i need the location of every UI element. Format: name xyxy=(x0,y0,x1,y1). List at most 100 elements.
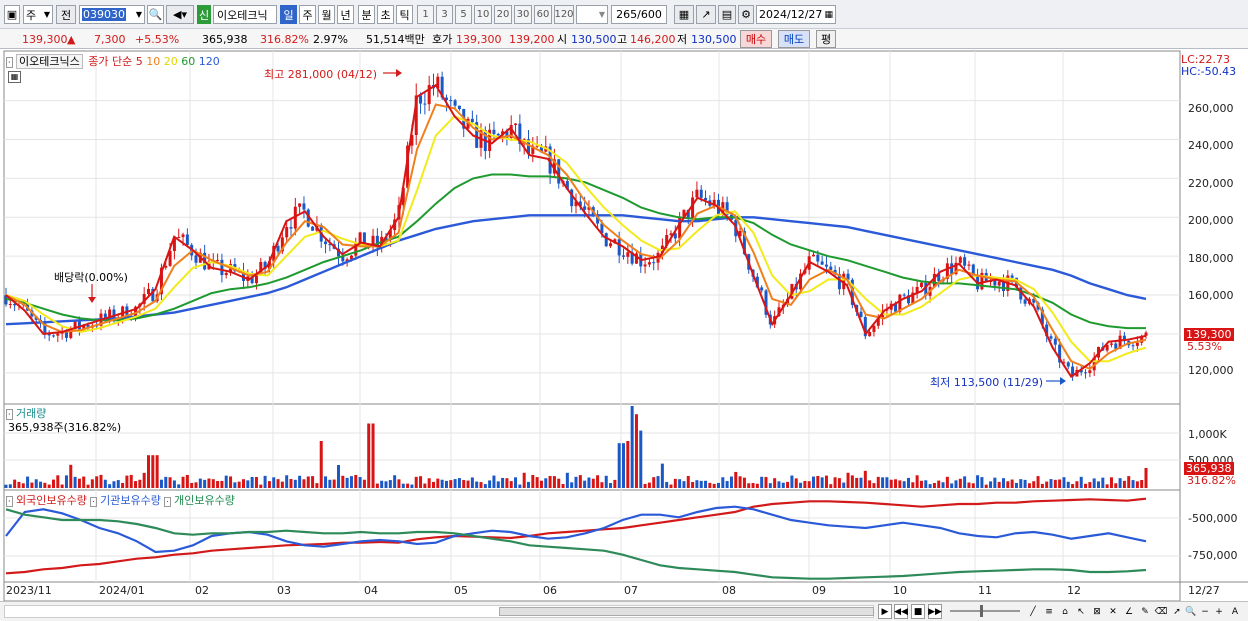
interval-1-button[interactable]: 1 xyxy=(417,5,434,24)
zoom-slider[interactable] xyxy=(950,605,1020,617)
volume-bar xyxy=(233,482,237,488)
volume-bar xyxy=(384,481,388,488)
candle-body xyxy=(583,206,587,210)
minus-icon[interactable]: · xyxy=(6,496,13,507)
data-count-field[interactable]: 265/600 xyxy=(611,5,667,24)
volume-bar xyxy=(1071,484,1075,488)
volume-bar xyxy=(518,484,522,488)
period-second-button[interactable]: 초 xyxy=(377,5,394,24)
zoom-out-icon[interactable]: − xyxy=(1201,606,1209,617)
volume-bar xyxy=(1131,480,1135,488)
volume-bar xyxy=(254,477,258,488)
period-minute-button[interactable]: 분 xyxy=(358,5,375,24)
holdings-y-tick: -500,000 xyxy=(1188,512,1238,525)
market-type-select[interactable]: 주 ▼ xyxy=(23,5,53,24)
interval-120-button[interactable]: 120 xyxy=(554,5,574,24)
data-count-max: /600 xyxy=(637,8,662,21)
rewind-icon[interactable]: ◀◀ xyxy=(894,604,908,619)
volume-bar xyxy=(216,481,220,488)
candle-body xyxy=(1019,287,1023,300)
interval-5-button[interactable]: 5 xyxy=(455,5,472,24)
indicator-icon[interactable]: ▦ xyxy=(674,5,694,24)
candle-body xyxy=(686,209,690,219)
candle-body xyxy=(224,272,228,276)
volume-bar xyxy=(427,478,431,488)
angle-icon[interactable]: ∠ xyxy=(1124,606,1134,617)
period-tick-button[interactable]: 틱 xyxy=(396,5,413,24)
interval-3-button[interactable]: 3 xyxy=(436,5,453,24)
cross-icon[interactable]: ✕ xyxy=(1109,606,1117,617)
ma5-line xyxy=(5,83,1147,379)
period-month-button[interactable]: 월 xyxy=(318,5,335,24)
zoom-icon[interactable]: 🔍 xyxy=(1185,606,1197,617)
search-icon[interactable]: 🔍 xyxy=(147,5,164,24)
volume-bar xyxy=(224,475,228,488)
interval-select[interactable]: ▼ xyxy=(576,5,608,24)
volume-bar xyxy=(786,481,790,488)
volume-bar xyxy=(259,484,263,488)
volume-bar xyxy=(237,481,241,488)
gear-icon[interactable]: ⚙ xyxy=(738,5,754,24)
trend-icon[interactable]: ↖ xyxy=(1077,606,1085,617)
volume-bar xyxy=(332,479,336,488)
period-week-button[interactable]: 주 xyxy=(299,5,316,24)
stop-icon[interactable]: ■ xyxy=(911,604,925,619)
volume-bar xyxy=(362,479,366,488)
volume-bar xyxy=(198,478,202,488)
candle-body xyxy=(799,273,803,290)
candle-body xyxy=(548,146,552,174)
scroll-track[interactable] xyxy=(4,605,874,618)
shape-icon[interactable]: ⌂ xyxy=(1062,606,1068,617)
volume-bar xyxy=(388,480,392,488)
volume-bar xyxy=(1097,481,1100,488)
volume-bar xyxy=(552,476,556,488)
fibonacci-icon[interactable]: ≡ xyxy=(1045,606,1053,617)
volume-bar xyxy=(263,475,267,488)
cursor-icon[interactable]: ➚ xyxy=(1173,606,1181,617)
interval-20-button[interactable]: 20 xyxy=(494,5,512,24)
zoom-in-icon[interactable]: + xyxy=(1215,606,1223,617)
volume-bar xyxy=(285,475,289,488)
scroll-right-icon[interactable]: ▶ xyxy=(878,604,892,619)
buy-button[interactable]: 매수 xyxy=(740,30,772,48)
minus-icon[interactable]: · xyxy=(6,409,13,420)
high-label: 고 xyxy=(617,33,628,46)
interval-10-button[interactable]: 10 xyxy=(474,5,492,24)
table-toggle-icon[interactable]: ▦ xyxy=(8,71,21,83)
stock-chart[interactable] xyxy=(0,50,1248,621)
draw-line-icon[interactable]: ╱ xyxy=(1030,606,1036,617)
stock-code-input[interactable]: 039030 ▼ xyxy=(79,5,145,24)
calendar-icon[interactable]: ▦ xyxy=(824,9,833,20)
fast-forward-icon[interactable]: ▶▶ xyxy=(928,604,942,619)
candle-body xyxy=(406,145,410,188)
window-menu-icon[interactable]: ▣ xyxy=(4,5,20,24)
sell-button[interactable]: 매도 xyxy=(778,30,810,48)
eraser-icon[interactable]: ⌫ xyxy=(1154,606,1168,617)
scroll-thumb[interactable] xyxy=(499,607,874,616)
period-year-button[interactable]: 년 xyxy=(337,5,354,24)
eval-button[interactable]: 평 xyxy=(816,30,836,48)
stock-name-label[interactable]: 이오테크닉스 xyxy=(16,54,83,69)
period-day-button[interactable]: 일 xyxy=(280,5,297,24)
speaker-icon[interactable]: ◀▾ xyxy=(166,5,194,24)
volume-bar xyxy=(138,479,142,488)
prev-button[interactable]: 전 xyxy=(56,5,76,24)
date-field[interactable]: 2024/12/27 ▦ xyxy=(756,5,836,24)
pencil-icon[interactable]: ✎ xyxy=(1141,606,1149,617)
volume-bar xyxy=(21,483,25,488)
candle-body xyxy=(932,273,936,287)
volume-bar xyxy=(665,481,669,488)
candle-body xyxy=(894,303,898,312)
interval-30-button[interactable]: 30 xyxy=(514,5,532,24)
drawing-tool-icon[interactable]: ↗ xyxy=(696,5,716,24)
channel-icon[interactable]: ⊠ xyxy=(1093,606,1101,617)
candle-body xyxy=(1092,357,1096,371)
zoom-slider-handle[interactable] xyxy=(980,605,983,617)
font-size-icon[interactable]: A xyxy=(1231,606,1239,617)
save-icon[interactable]: ▤ xyxy=(718,5,736,24)
volume-bar xyxy=(729,476,733,488)
candle-body xyxy=(388,230,392,241)
minus-icon[interactable]: · xyxy=(6,57,13,68)
volume-bar xyxy=(211,479,215,488)
interval-60-button[interactable]: 60 xyxy=(534,5,552,24)
